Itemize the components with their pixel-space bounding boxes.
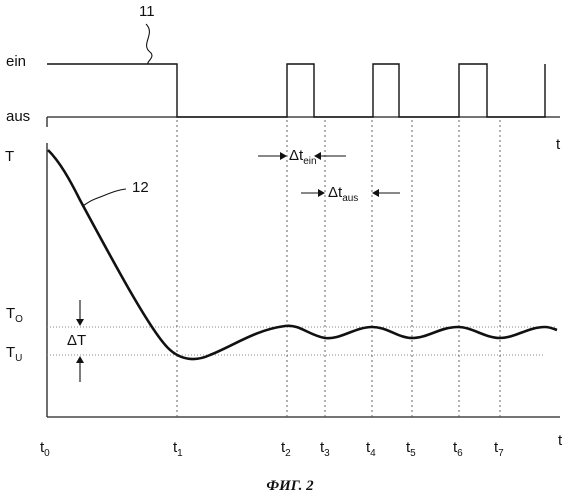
tick-label-t2: t2 (281, 439, 291, 459)
tick-label-t6: t6 (453, 439, 463, 459)
tick-label-t3: t3 (320, 439, 330, 459)
delta-t-aus-dimension: Δtaus (301, 184, 400, 204)
T-U-label: TU (6, 344, 22, 364)
T-O-label: TO (6, 305, 23, 325)
delta-t-ein-dimension: Δtein (258, 147, 346, 167)
upper-t-axis-label: t (556, 136, 561, 153)
time-tick-labels: t0 t1 t2 t3 t4 t5 t6 t7 (40, 439, 504, 459)
tick-label-t5: t5 (406, 439, 416, 459)
delta-T-dimension: ΔT (67, 300, 86, 382)
temperature-curve-12 (48, 150, 557, 359)
temperature-panel: T t TO TU ΔT (5, 120, 563, 459)
switching-signal-panel: ein aus t 11 (6, 3, 561, 153)
tick-label-t4: t4 (366, 439, 376, 459)
tick-label-t1: t1 (173, 439, 183, 459)
leader-line-11 (146, 24, 152, 64)
figure-caption: ФИГ. 2 (266, 478, 314, 494)
time-marker-lines (177, 120, 500, 417)
delta-t-aus-label: Δtaus (328, 184, 358, 204)
reference-numeral-11: 11 (139, 3, 155, 20)
delta-t-ein-label: Δtein (289, 147, 317, 167)
on-off-signal-11 (47, 64, 545, 117)
reference-numeral-12: 12 (132, 179, 149, 196)
aus-level-label: aus (6, 108, 30, 125)
temperature-axis-label: T (5, 148, 14, 165)
ein-level-label: ein (6, 53, 26, 70)
delta-T-label: ΔT (67, 332, 86, 349)
leader-line-12 (83, 189, 126, 206)
lower-t-axis-label: t (558, 432, 563, 449)
tick-label-t7: t7 (494, 439, 504, 459)
tick-label-t0: t0 (40, 439, 50, 459)
